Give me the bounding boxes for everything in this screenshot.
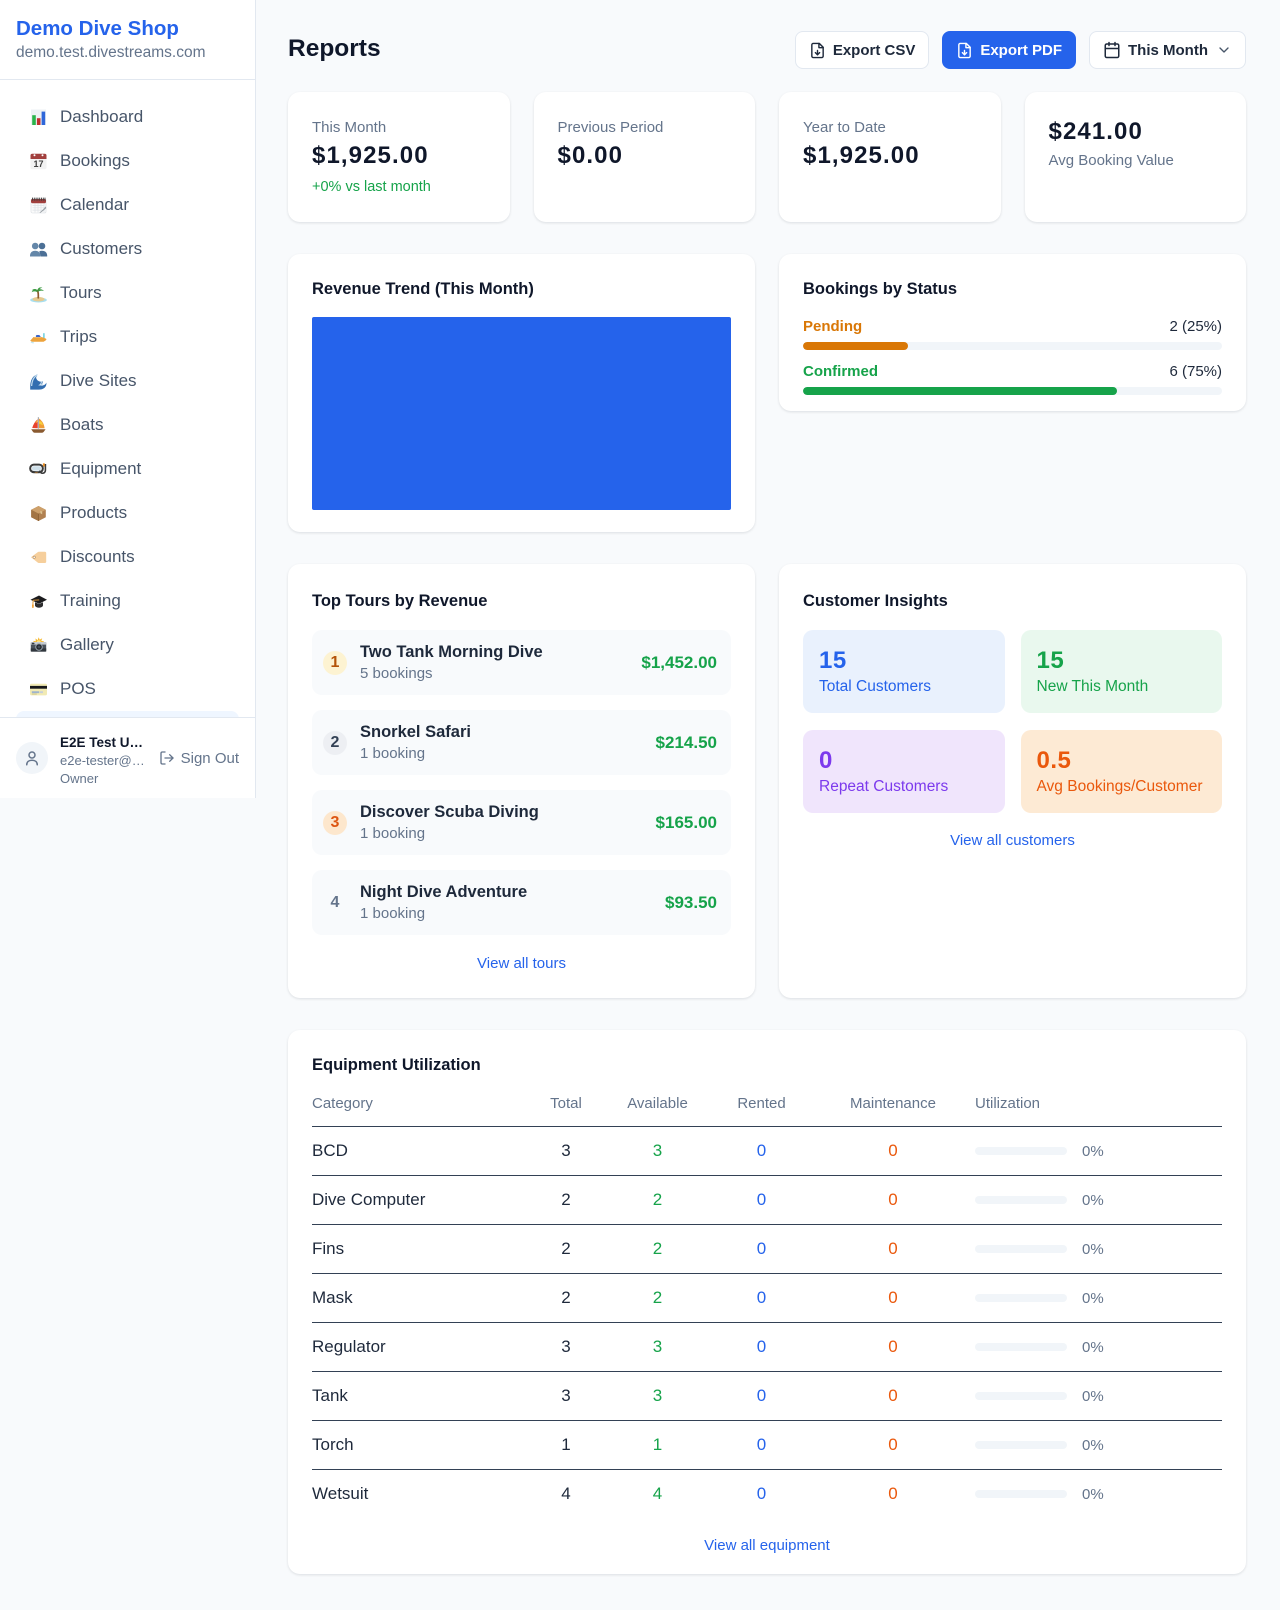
svg-text:17: 17 <box>33 159 43 169</box>
